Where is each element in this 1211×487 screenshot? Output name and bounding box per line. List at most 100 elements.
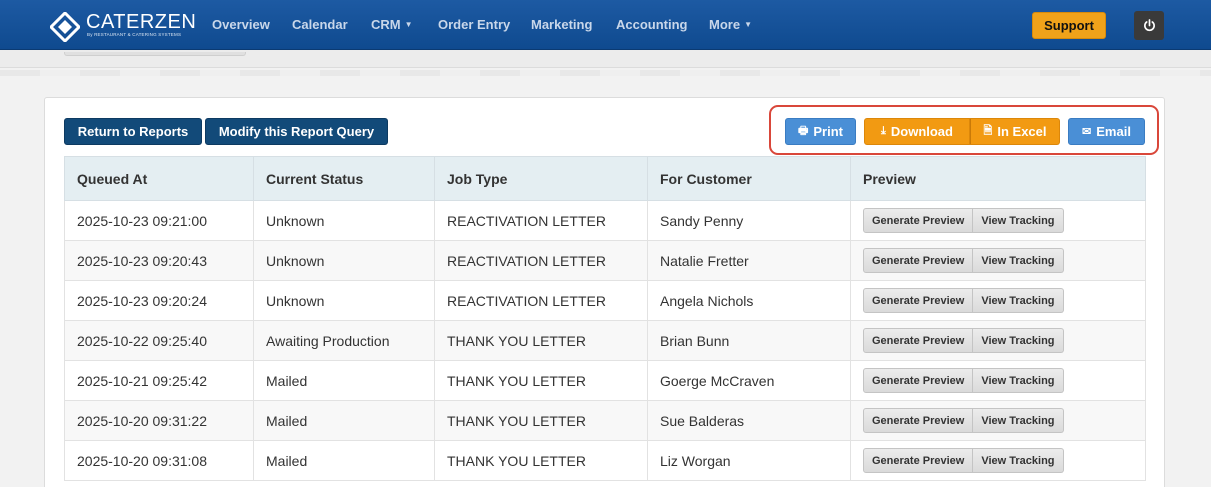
envelope-icon: ✉ [1082,126,1092,138]
modify-report-query-button[interactable]: Modify this Report Query [205,118,388,145]
table-row: 2025-10-23 09:21:00 Unknown REACTIVATION L… [64,200,1146,241]
cell-preview: Generate Preview View Tracking [850,400,1146,441]
support-button[interactable]: Support [1032,12,1106,39]
nav-item-label: Overview [212,17,270,32]
return-to-reports-button[interactable]: Return to Reports [64,118,202,145]
export-actions-highlight [769,105,1159,155]
view-tracking-button[interactable]: View Tracking [973,368,1064,393]
cell-job-type: REACTIVATION LETTER [434,200,648,241]
view-tracking-button[interactable]: View Tracking [973,248,1064,273]
chevron-down-icon: ▼ [744,20,752,29]
cell-customer: Sue Balderas [647,400,851,441]
cell-preview: Generate Preview View Tracking [850,240,1146,281]
cell-queued-at: 2025-10-23 09:20:24 [64,280,254,321]
preview-button-group: Generate Preview View Tracking [863,368,1064,393]
email-button[interactable]: ✉ Email [1068,118,1145,145]
brand-name: CATERZEN [86,11,197,33]
preview-button-group: Generate Preview View Tracking [863,288,1064,313]
generate-preview-button[interactable]: Generate Preview [863,288,974,313]
cell-preview: Generate Preview View Tracking [850,440,1146,481]
cell-customer: Natalie Fretter [647,240,851,281]
generate-preview-button[interactable]: Generate Preview [863,408,974,433]
table-row: 2025-10-20 09:31:22 Mailed THANK YOU LETTE… [64,400,1146,441]
cell-status: Unknown [253,280,435,321]
power-icon [1143,19,1155,32]
sub-header [0,50,1211,68]
cell-job-type: THANK YOU LETTER [434,440,648,481]
cell-customer: Liz Worgan [647,440,851,481]
view-tracking-button[interactable]: View Tracking [973,208,1064,233]
preview-button-group: Generate Preview View Tracking [863,328,1064,353]
table-row: 2025-10-21 09:25:42 Mailed THANK YOU LETTE… [64,360,1146,401]
cell-queued-at: 2025-10-20 09:31:08 [64,440,254,481]
excel-label: In Excel [997,124,1047,139]
top-navbar: CATERZEN By RESTAURANT & CATERING SYSTEM… [0,0,1211,50]
view-tracking-button[interactable]: View Tracking [973,328,1064,353]
sub-header-button[interactable] [64,52,246,56]
generate-preview-button[interactable]: Generate Preview [863,448,974,473]
cell-job-type: THANK YOU LETTER [434,360,648,401]
header-current-status[interactable]: Current Status [253,156,435,201]
generate-preview-button[interactable]: Generate Preview [863,328,974,353]
cell-queued-at: 2025-10-23 09:20:43 [64,240,254,281]
caterzen-logo[interactable]: CATERZEN By RESTAURANT & CATERING SYSTEM… [50,11,196,42]
nav-item-overview[interactable]: Overview [212,17,270,32]
print-button[interactable]: 🖶 Print [785,118,856,145]
cell-queued-at: 2025-10-20 09:31:22 [64,400,254,441]
header-for-customer[interactable]: For Customer [647,156,851,201]
download-label: Download [890,124,953,139]
cell-customer: Sandy Penny [647,200,851,241]
cell-status: Unknown [253,200,435,241]
excel-button[interactable]: 🗎 In Excel [970,118,1060,145]
print-label: Print [813,124,843,139]
nav-item-marketing[interactable]: Marketing [531,17,592,32]
cell-customer: Angela Nichols [647,280,851,321]
table-header-row: Queued At Current Status Job Type For Cu… [64,156,1146,201]
table-row: 2025-10-23 09:20:43 Unknown REACTIVATION L… [64,240,1146,281]
nav-item-more[interactable]: More ▼ [709,17,752,32]
nav-item-label: Order Entry [438,17,511,32]
nav-item-accounting[interactable]: Accounting [616,17,688,32]
view-tracking-button[interactable]: View Tracking [973,288,1064,313]
table-row: 2025-10-20 09:31:08 Mailed THANK YOU LETTE… [64,440,1146,481]
preview-button-group: Generate Preview View Tracking [863,408,1064,433]
preview-button-group: Generate Preview View Tracking [863,448,1064,473]
generate-preview-button[interactable]: Generate Preview [863,208,974,233]
nav-item-label: Accounting [616,17,688,32]
nav-item-label: CRM [371,17,401,32]
cell-preview: Generate Preview View Tracking [850,280,1146,321]
view-tracking-button[interactable]: View Tracking [973,408,1064,433]
table-row: 2025-10-23 09:20:24 Unknown REACTIVATION L… [64,280,1146,321]
power-button[interactable] [1134,11,1164,40]
download-icon: ⤓ [881,125,886,137]
cell-preview: Generate Preview View Tracking [850,320,1146,361]
cell-preview: Generate Preview View Tracking [850,360,1146,401]
cell-status: Mailed [253,440,435,481]
jobs-table: Queued At Current Status Job Type For Cu… [64,156,1146,481]
header-queued-at[interactable]: Queued At [64,156,254,201]
nav-item-order-entry[interactable]: Order Entry [438,17,510,32]
nav-item-label: Calendar [292,17,348,32]
logo-diamond-icon [50,12,80,42]
header-job-type[interactable]: Job Type [434,156,648,201]
cell-job-type: THANK YOU LETTER [434,320,648,361]
cell-queued-at: 2025-10-23 09:21:00 [64,200,254,241]
header-preview: Preview [850,156,1146,201]
email-label: Email [1096,124,1131,139]
generate-preview-button[interactable]: Generate Preview [863,248,974,273]
preview-button-group: Generate Preview View Tracking [863,248,1064,273]
cell-queued-at: 2025-10-21 09:25:42 [64,360,254,401]
download-button[interactable]: ⤓ Download [864,118,970,145]
nav-item-crm[interactable]: CRM ▼ [371,17,413,32]
cell-job-type: REACTIVATION LETTER [434,240,648,281]
nav-item-calendar[interactable]: Calendar [292,17,348,32]
cell-status: Mailed [253,360,435,401]
cell-customer: Brian Bunn [647,320,851,361]
generate-preview-button[interactable]: Generate Preview [863,368,974,393]
print-icon: 🖶 [797,125,809,137]
view-tracking-button[interactable]: View Tracking [973,448,1064,473]
cell-queued-at: 2025-10-22 09:25:40 [64,320,254,361]
file-icon: 🗎 [983,125,993,137]
chevron-down-icon: ▼ [404,20,413,29]
divider [0,70,1211,76]
